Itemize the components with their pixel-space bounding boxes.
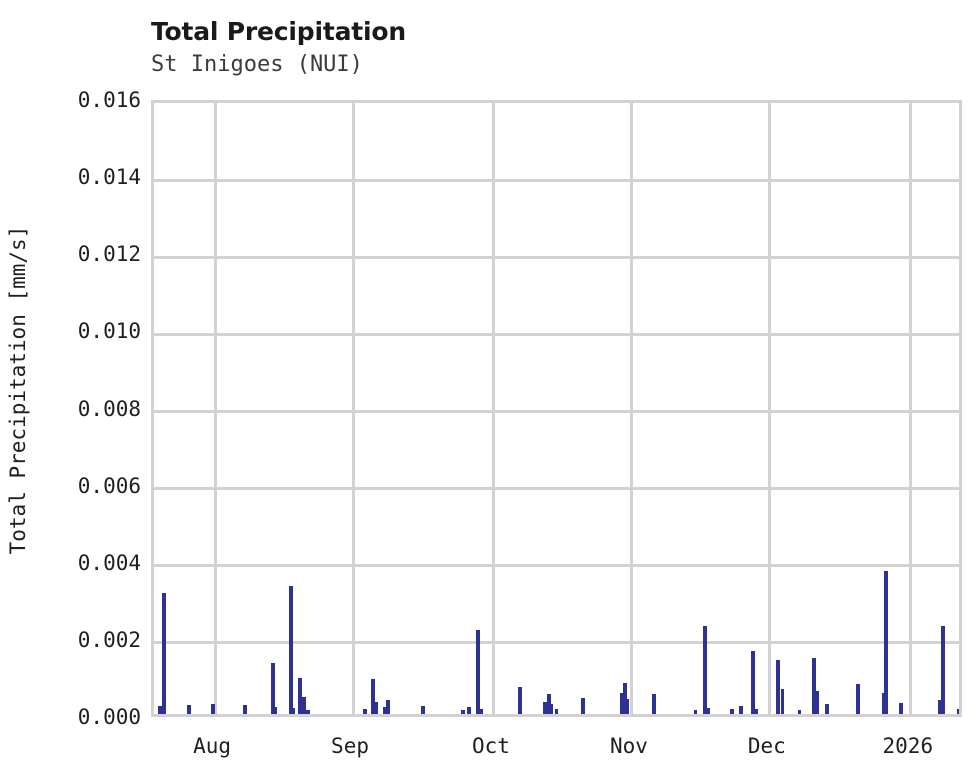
bar — [550, 704, 554, 714]
x-axis-tick-label: Sep — [331, 734, 369, 758]
bar — [580, 697, 585, 714]
bar — [211, 703, 216, 714]
bar — [305, 710, 310, 714]
bar — [938, 700, 942, 714]
bar — [856, 683, 861, 714]
gridline-vertical — [768, 103, 772, 714]
bar — [460, 710, 465, 714]
bar — [288, 585, 294, 714]
bar — [546, 694, 551, 714]
y-axis-tick-label: 0.000 — [77, 705, 141, 729]
plot-area — [151, 100, 962, 717]
gridline-horizontal — [154, 332, 959, 336]
x-axis-tick-label: Nov — [609, 734, 648, 758]
gridline-vertical — [213, 103, 217, 714]
y-axis-tick-label: 0.016 — [77, 88, 141, 112]
bar — [273, 706, 277, 714]
gridline-vertical — [492, 103, 496, 714]
gridline-horizontal — [154, 410, 959, 413]
bar — [780, 688, 785, 714]
bar — [292, 707, 296, 714]
bar — [625, 698, 630, 714]
bar — [517, 687, 522, 714]
y-axis-tick-label: 0.012 — [77, 242, 141, 267]
bar — [825, 704, 830, 714]
bar — [706, 707, 711, 714]
bar — [751, 651, 756, 714]
gridline-horizontal — [154, 255, 959, 259]
chart-subtitle: St Inigoes (NUI) — [151, 52, 363, 77]
y-axis-tick-label: 0.008 — [77, 396, 141, 421]
bar — [542, 702, 547, 714]
bar — [619, 693, 624, 714]
y-axis-ticks: 0.016 0.014 0.012 0.010 0.008 0.006 0.004 0.002… — [0, 0, 141, 780]
y-axis-tick-label: 0.004 — [77, 550, 141, 575]
gridline-horizontal — [154, 564, 959, 568]
bar — [797, 709, 802, 714]
y-axis-tick-label: 0.002 — [77, 627, 141, 652]
bar — [693, 709, 698, 714]
bar — [383, 707, 387, 714]
bar — [730, 709, 735, 714]
gridline-vertical — [630, 103, 634, 714]
bar — [941, 625, 946, 714]
bar — [703, 626, 708, 714]
bar — [270, 663, 275, 714]
bar — [622, 683, 627, 714]
bar — [374, 702, 378, 714]
bar — [479, 709, 483, 714]
bar — [385, 700, 390, 714]
bar — [899, 702, 904, 714]
bar — [363, 709, 367, 714]
bar — [754, 709, 758, 714]
bar — [370, 679, 375, 714]
gridline-vertical — [351, 103, 355, 714]
gridline-horizontal — [154, 178, 959, 182]
y-axis-tick-label: 0.014 — [77, 165, 141, 190]
x-axis-tick-label: Dec — [747, 734, 786, 758]
bar — [884, 570, 889, 714]
page-title: Total Precipitation — [151, 17, 406, 46]
x-axis-tick-label: Aug — [193, 734, 232, 758]
bar — [812, 658, 817, 714]
x-axis-tick-label: Oct — [472, 734, 510, 758]
bar — [420, 706, 425, 714]
bar — [881, 692, 885, 714]
bar — [554, 709, 559, 714]
bar — [242, 705, 247, 714]
bar — [776, 660, 781, 714]
bar — [161, 593, 167, 714]
gridline-horizontal — [154, 641, 959, 645]
bar — [302, 697, 306, 714]
gridline-horizontal — [154, 487, 959, 491]
bar — [651, 693, 656, 714]
bar — [157, 705, 163, 714]
bar — [475, 629, 480, 714]
bar — [739, 705, 744, 714]
bar — [297, 678, 303, 714]
bar — [466, 706, 471, 714]
bar — [815, 690, 820, 714]
bar — [957, 709, 959, 714]
y-axis-tick-label: 0.006 — [77, 473, 141, 498]
x-axis-tick-label: 2026 — [882, 734, 934, 758]
bar — [187, 704, 192, 714]
gridline-vertical — [909, 103, 913, 714]
y-axis-tick-label: 0.010 — [77, 319, 141, 344]
